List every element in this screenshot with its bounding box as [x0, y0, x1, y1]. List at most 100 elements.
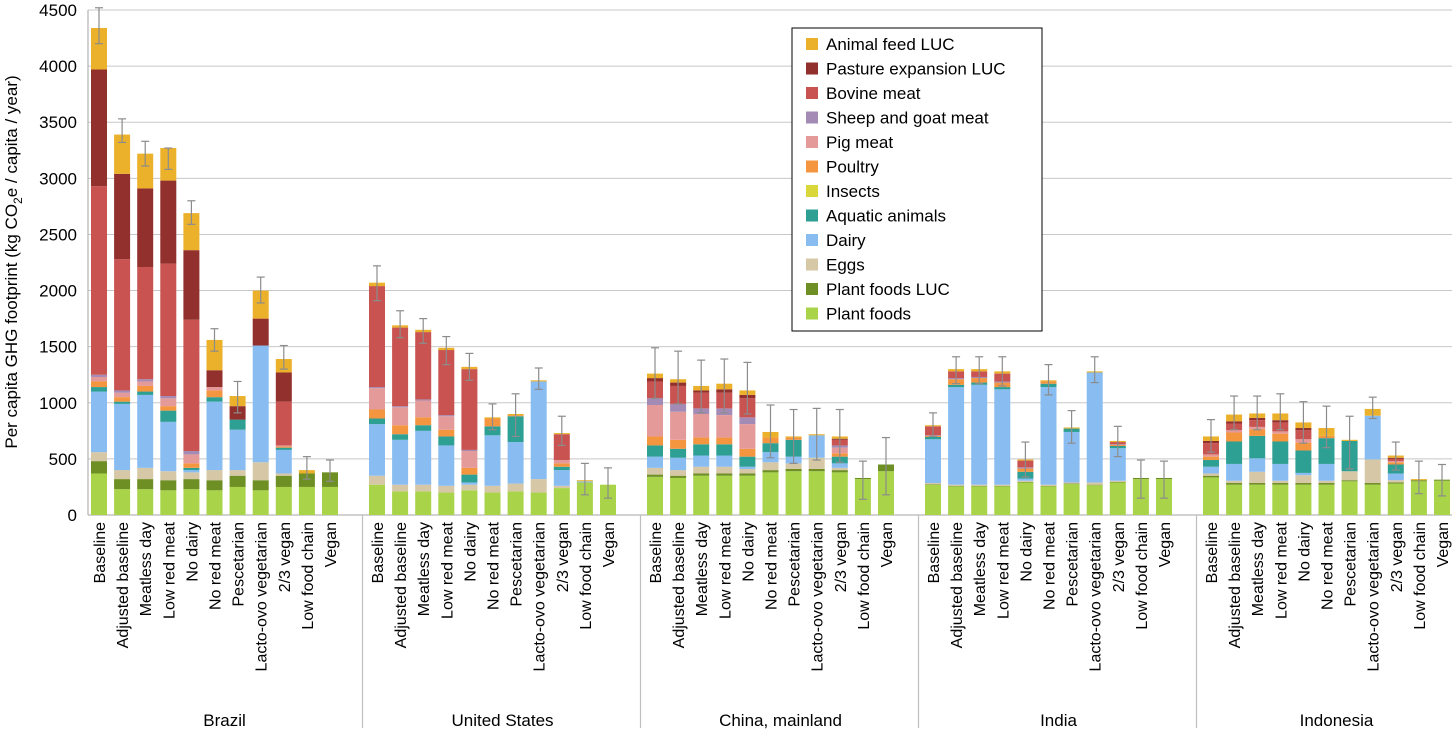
bar-segment-dairy [438, 445, 455, 486]
bar-segment-animal-feed-luc [206, 339, 223, 371]
x-tick-label: Low red meat [161, 521, 178, 618]
bar-segment-plant-foods-luc [137, 479, 154, 490]
x-tick-label: No dairy [184, 522, 201, 582]
bar-segment-aquatic-animals [91, 387, 107, 392]
bar-segment-poultry [1226, 432, 1243, 442]
y-tick-label: 4000 [39, 57, 77, 76]
bar-segment-aquatic-animals [275, 447, 292, 450]
bar-segment-plant-foods [229, 486, 246, 515]
bar-segment-aquatic-animals [160, 410, 177, 422]
bar-segment-eggs [1249, 471, 1266, 484]
x-tick-label: 2/3 vegan [555, 522, 572, 592]
bar-segment-eggs [183, 472, 200, 480]
bar-segment-aquatic-animals [392, 434, 409, 440]
bar-segment-plant-foods [971, 486, 988, 515]
bar-segment-dairy [1226, 463, 1243, 481]
group-label: Brazil [203, 711, 246, 730]
bar-segment-plant-foods [693, 475, 710, 515]
bar-segment-plant-foods [1364, 484, 1381, 515]
bar-segment-eggs [693, 466, 710, 474]
bar-segment-eggs [507, 483, 524, 492]
bar-segment-plant-foods-luc [252, 480, 269, 491]
bar-segment-eggs [392, 484, 409, 492]
x-tick-label: Adjusted baseline [393, 522, 410, 648]
bar-segment-dairy [507, 442, 524, 484]
y-tick-label: 1500 [39, 338, 77, 357]
x-tick-label: Low food chain [1412, 522, 1429, 630]
legend-box [791, 27, 1043, 332]
legend-label: Bovine meat [826, 84, 921, 103]
bar-segment-eggs [948, 484, 965, 486]
bar-segment-aquatic-animals [1249, 435, 1266, 459]
bar-segment-poultry [183, 463, 200, 468]
bar-segment-bovine-meat [183, 319, 200, 452]
x-tick-label: No red meat [1320, 521, 1337, 610]
bar-segment-eggs [762, 462, 779, 471]
bar-segment-plant-foods-luc [1272, 483, 1289, 485]
axes: 0 500 1000 1500 2000 2500 3000 3500 4000 4500 [39, 1, 1452, 728]
bar-segment-pig-meat [183, 454, 200, 464]
bar-segment-pig-meat [206, 387, 223, 391]
bar-segment-plant-foods [1387, 483, 1404, 515]
bar-segment-plant-foods [91, 473, 107, 515]
bar-segment-bovine-meat [392, 327, 409, 407]
bar-segment-plant-foods-luc [91, 461, 107, 474]
bar-segment-poultry [647, 436, 663, 446]
bar-segment-aquatic-animals [137, 391, 154, 395]
bar-segment-sheep-and-goat-meat [114, 390, 131, 393]
bar-segment-pig-meat [693, 414, 710, 438]
bar-segment-dairy [1318, 463, 1335, 481]
bar-segment-plant-foods-luc [1318, 483, 1335, 485]
bar-segment-eggs [1295, 475, 1312, 484]
bar-segment-plant-foods-luc [716, 473, 733, 476]
bar-segment-plant-foods [1017, 482, 1034, 515]
bar-segment-poultry [553, 463, 570, 467]
x-tick-label: Low food chain [578, 522, 595, 630]
bar-segment-eggs [670, 470, 687, 476]
bar-segment-eggs [808, 457, 825, 469]
bar-segment-sheep-and-goat-meat [647, 398, 663, 406]
x-tick-label: Adjusted baseline [671, 522, 688, 648]
bar-segment-pig-meat [91, 376, 107, 382]
bar-segment-animal-feed-luc [183, 213, 200, 251]
bar-segment-poultry [438, 429, 455, 437]
x-tick-label: Vegan [879, 522, 896, 567]
x-tick-label: No dairy [1018, 522, 1035, 582]
bar-segment-dairy [183, 470, 200, 473]
bar-segment-eggs [1040, 484, 1057, 486]
x-tick-label: Lacto-ovo vegetarian [1088, 522, 1105, 671]
x-tick-label: Pescetarian [787, 522, 804, 607]
bar-segment-eggs [971, 484, 988, 486]
bar-segment-poultry [392, 425, 409, 435]
bar-segment-plant-foods-luc [1364, 483, 1381, 485]
bar-segment-plant-foods [1249, 484, 1266, 515]
bar-segment-plant-foods-luc [1109, 481, 1126, 483]
bar-segment-pasture-expansion-luc [137, 188, 154, 267]
bar-segment-pig-meat [1272, 431, 1289, 434]
bar-segment-plant-foods [553, 488, 570, 515]
legend-label: Pig meat [826, 133, 893, 152]
bar-segment-poultry [206, 390, 223, 398]
bar-segment-sheep-and-goat-meat [438, 415, 455, 417]
group-label: Indonesia [1300, 711, 1374, 730]
bar-segment-bovine-meat [275, 401, 292, 446]
bar-segment-aquatic-animals [1203, 460, 1219, 467]
x-tick-label: Baseline [92, 522, 109, 583]
bar-segment-poultry [716, 437, 733, 445]
bar-segment-sheep-and-goat-meat [369, 387, 385, 389]
bar-segment-plant-foods [530, 492, 547, 515]
bar-segment-dairy [1387, 473, 1404, 481]
bar-segment-aquatic-animals [994, 387, 1011, 390]
bar-segment-sheep-and-goat-meat [415, 399, 432, 401]
legend-label: Aquatic animals [826, 207, 946, 226]
bar-segment-plant-foods [716, 475, 733, 515]
bar-segment-sheep-and-goat-meat [160, 396, 177, 399]
bar-segment-plant-foods-luc [1249, 483, 1266, 485]
x-tick-label: Lacto-ovo vegetarian [532, 522, 549, 671]
x-tick-label: 2/3 vegan [833, 522, 850, 592]
bar-segment-animal-feed-luc [114, 134, 131, 174]
bar-segment-dairy [1364, 415, 1381, 460]
bar-segment-dairy [530, 381, 547, 480]
x-tick-label: No red meat [208, 521, 225, 610]
bar-segment-plant-foods-luc [808, 468, 825, 472]
